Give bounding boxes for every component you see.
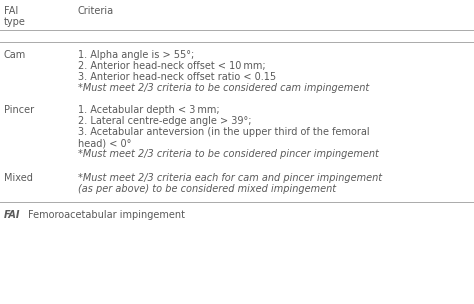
Text: *Must meet 2/3 criteria each for cam and pincer impingement: *Must meet 2/3 criteria each for cam and… [78,173,382,183]
Text: Pincer: Pincer [4,105,34,115]
Text: FAI: FAI [4,6,18,16]
Text: 3. Anterior head-neck offset ratio < 0.15: 3. Anterior head-neck offset ratio < 0.1… [78,72,276,82]
Text: 2. Anterior head-neck offset < 10 mm;: 2. Anterior head-neck offset < 10 mm; [78,61,265,71]
Text: *Must meet 2/3 criteria to be considered pincer impingement: *Must meet 2/3 criteria to be considered… [78,149,379,159]
Text: Cam: Cam [4,50,26,60]
Text: Mixed: Mixed [4,173,33,183]
Text: 3. Acetabular anteversion (in the upper third of the femoral: 3. Acetabular anteversion (in the upper … [78,127,370,137]
Text: head) < 0°: head) < 0° [78,138,131,148]
Text: Femoroacetabular impingement: Femoroacetabular impingement [28,210,185,220]
Text: 1. Alpha angle is > 55°;: 1. Alpha angle is > 55°; [78,50,194,60]
Text: *Must meet 2/3 criteria to be considered cam impingement: *Must meet 2/3 criteria to be considered… [78,83,369,93]
Text: Criteria: Criteria [78,6,114,16]
Text: (as per above) to be considered mixed impingement: (as per above) to be considered mixed im… [78,184,336,194]
Text: 1. Acetabular depth < 3 mm;: 1. Acetabular depth < 3 mm; [78,105,219,115]
Text: type: type [4,17,26,27]
Text: FAI: FAI [4,210,20,220]
Text: 2. Lateral centre-edge angle > 39°;: 2. Lateral centre-edge angle > 39°; [78,116,252,126]
